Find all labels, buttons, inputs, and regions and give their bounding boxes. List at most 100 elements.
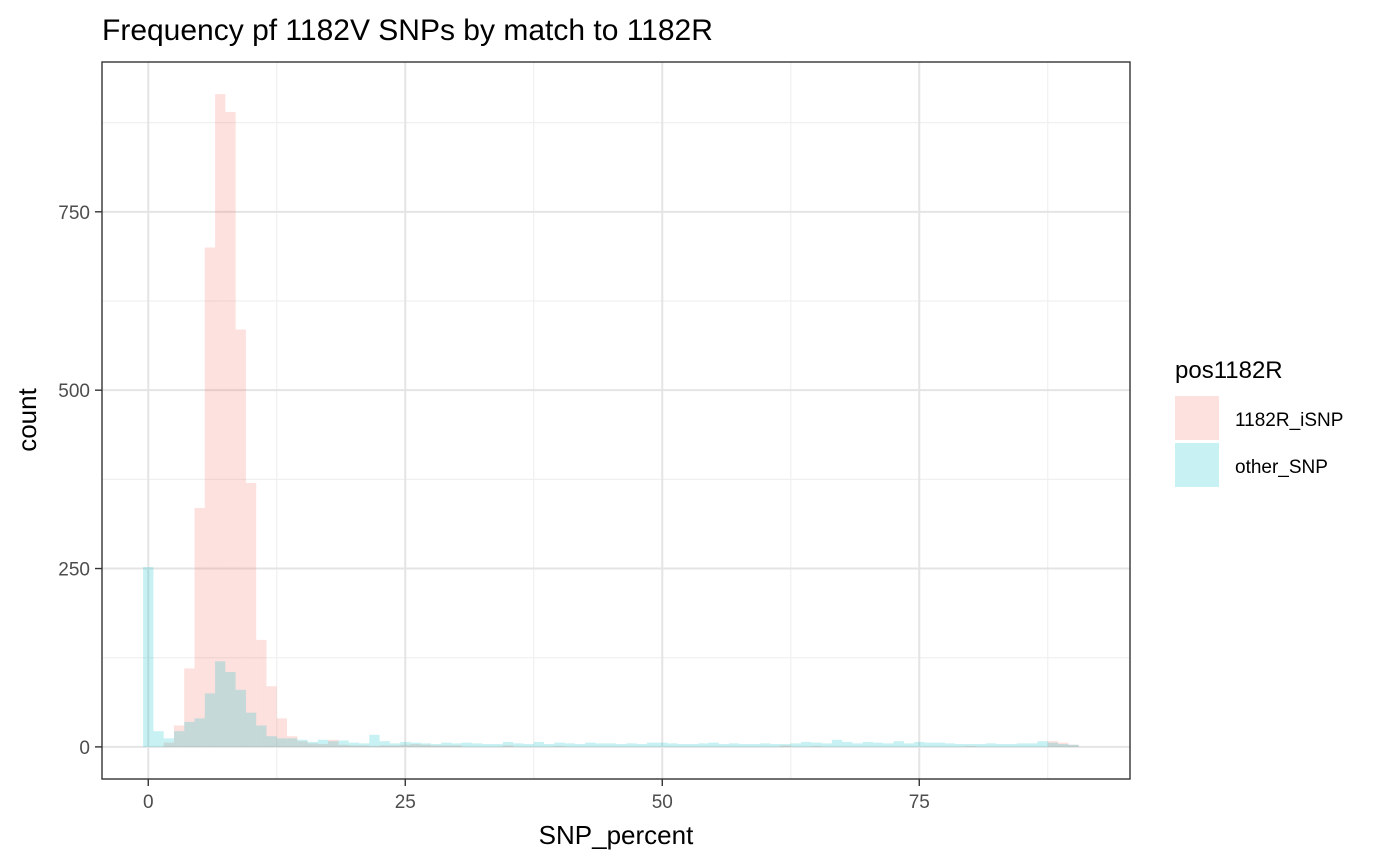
- histogram-bar: [965, 746, 976, 747]
- histogram-bar: [831, 739, 843, 747]
- histogram-bar: [163, 738, 174, 747]
- histogram-bar: [235, 329, 246, 747]
- histogram-bar: [914, 741, 925, 747]
- chart-title: Frequency pf 1182V SNPs by match to 1182…: [102, 14, 713, 47]
- histogram-bar: [441, 745, 452, 747]
- histogram-bar: [965, 744, 976, 747]
- histogram-bar: [544, 744, 555, 747]
- histogram-bar: [842, 741, 853, 747]
- histogram-bar: [297, 739, 308, 747]
- histogram-bar: [163, 742, 174, 747]
- histogram-bar: [1058, 742, 1069, 747]
- histogram-bar: [204, 693, 216, 747]
- histogram-bar: [1058, 744, 1069, 747]
- legend-key-1182R-iSNP: [1175, 396, 1219, 440]
- histogram-bar: [739, 744, 750, 747]
- histogram-bar: [1068, 744, 1079, 747]
- histogram-bar: [287, 736, 298, 747]
- histogram-bar: [903, 743, 915, 747]
- grid-major: [102, 62, 1130, 779]
- histogram-bar: [502, 745, 514, 747]
- histogram-bar: [585, 742, 596, 747]
- histogram-bar: [215, 661, 226, 747]
- y-tick-label: 250: [58, 560, 90, 581]
- histogram-bar: [317, 744, 329, 747]
- histogram-bar: [677, 744, 688, 747]
- histogram-bar: [944, 743, 956, 747]
- histogram-bar: [328, 739, 339, 747]
- histogram-bar: [1006, 744, 1017, 747]
- histogram-bar: [657, 742, 668, 747]
- histogram-bar: [451, 743, 462, 747]
- histogram-bar: [646, 742, 658, 747]
- plot-panel: [101, 61, 1131, 780]
- x-axis-ticks: 0 25 50 75: [143, 779, 930, 813]
- histogram-bar: [204, 247, 216, 747]
- histogram-bar: [359, 745, 370, 747]
- histogram-bar: [369, 734, 380, 747]
- legend-label-other-SNP: other_SNP: [1235, 457, 1328, 478]
- histogram-bar: [359, 743, 370, 747]
- histogram-bar: [153, 731, 164, 747]
- histogram-bar: [420, 744, 431, 747]
- x-tick-label: 0: [143, 792, 154, 813]
- panel-background: [102, 62, 1130, 779]
- histogram-bar: [554, 746, 565, 747]
- histogram-bar: [173, 725, 185, 747]
- histogram-bar: [430, 744, 442, 747]
- histogram-bar: [369, 746, 380, 747]
- histogram-bar: [420, 743, 431, 747]
- histogram-bar: [595, 743, 606, 747]
- histogram-bar: [245, 482, 257, 747]
- histogram-bar: [801, 741, 812, 747]
- histogram-bar: [667, 743, 678, 747]
- y-tick-label: 750: [58, 203, 90, 224]
- histogram-bar: [307, 743, 318, 747]
- histogram-bar: [184, 668, 195, 747]
- histogram-bar: [811, 742, 822, 747]
- histogram-bar: [194, 507, 205, 747]
- histogram-bar: [975, 744, 987, 747]
- histogram-bar: [934, 742, 945, 747]
- histogram-bar: [338, 744, 349, 747]
- histogram-bar: [1027, 743, 1038, 747]
- histogram-bar: [348, 742, 359, 747]
- histogram-bar: [266, 736, 277, 747]
- legend: pos1182R 1182R_iSNP other_SNP: [1175, 357, 1343, 487]
- histogram-bar: [297, 741, 308, 747]
- histogram-bar: [472, 743, 483, 747]
- histogram-bar: [1047, 741, 1059, 747]
- histogram-bar: [821, 743, 832, 747]
- histogram-bar: [554, 742, 565, 747]
- histogram-bar: [574, 744, 586, 747]
- histogram-bar: [451, 745, 462, 747]
- histogram-bar: [389, 743, 401, 747]
- histogram-bar: [143, 567, 154, 747]
- histogram-bar: [1016, 743, 1028, 747]
- histogram-bar: [379, 741, 390, 747]
- legend-title: pos1182R: [1175, 357, 1283, 384]
- histogram-bar: [1047, 742, 1059, 747]
- histogram-bar: [862, 741, 873, 747]
- histogram-bar: [235, 689, 246, 747]
- y-tick-label: 0: [79, 738, 90, 759]
- series-other-SNP-bars: [143, 567, 1079, 747]
- histogram-bar: [873, 742, 884, 747]
- histogram-bar: [225, 111, 236, 747]
- histogram-bar: [626, 743, 637, 747]
- series-1182R-iSNP-bars: [163, 94, 1079, 747]
- histogram-bar: [389, 745, 401, 747]
- histogram-bar: [564, 743, 575, 747]
- histogram-bar: [245, 712, 257, 747]
- histogram-bar: [492, 744, 503, 747]
- histogram-bar: [523, 744, 534, 747]
- histogram-bar: [1037, 741, 1048, 747]
- histogram-bar: [307, 741, 318, 747]
- histogram-bar: [749, 744, 760, 747]
- histogram-bar: [461, 742, 473, 747]
- panel-border: [101, 61, 1131, 780]
- histogram-bar: [173, 731, 185, 747]
- histogram-bar: [256, 725, 267, 747]
- histogram-bar: [194, 718, 205, 747]
